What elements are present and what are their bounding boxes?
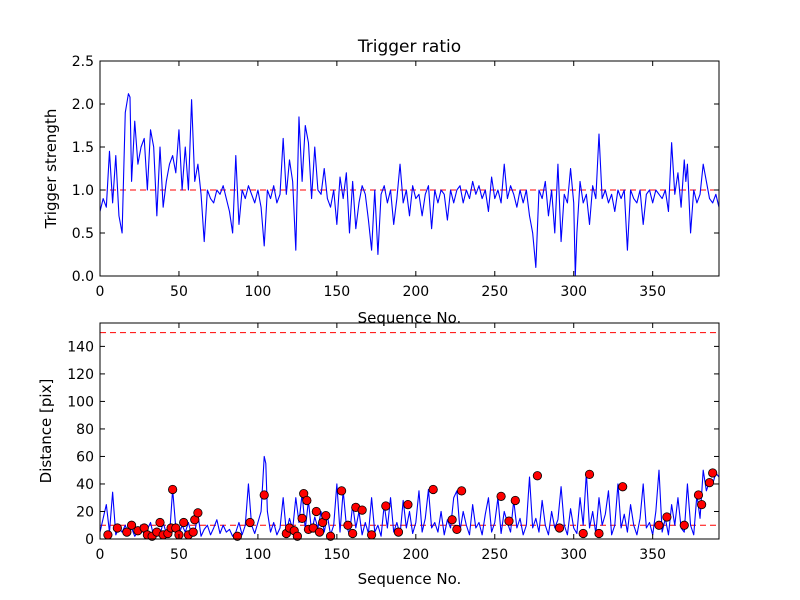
bottom-marker-point (510, 495, 520, 506)
top-x-axis-label: Sequence No. (358, 309, 462, 327)
bottom-marker-point (532, 471, 543, 481)
bottom-x-tick-label: 350 (639, 547, 666, 563)
bottom-marker-point (704, 477, 715, 488)
bottom-marker-point (393, 527, 404, 537)
bottom-marker-point (697, 500, 707, 510)
bottom-y-tick-label: 140 (67, 339, 94, 355)
bottom-marker-point (103, 530, 113, 540)
bottom-marker-point (297, 513, 307, 523)
bottom-marker-point (168, 484, 178, 495)
bottom-series-line-0 (99, 455, 720, 537)
bottom-marker-point (594, 528, 604, 539)
top-y-tick-label: 1.5 (72, 140, 94, 156)
bottom-marker-point (122, 527, 132, 537)
bottom-marker-point (584, 469, 595, 479)
bottom-marker-point (193, 508, 203, 518)
bottom-marker-point (321, 511, 331, 521)
bottom-y-tick-label: 40 (76, 477, 94, 493)
bottom-subplot: Sequence No. Distance [pix] 0 50 100 150 200… (37, 322, 720, 588)
bottom-x-tick-label: 250 (481, 547, 508, 563)
bottom-marker-point (578, 528, 588, 539)
top-y-tick-label: 2.5 (72, 54, 94, 70)
bottom-marker-point (126, 520, 137, 530)
bottom-marker-point (188, 527, 198, 537)
top-x-tick-label: 250 (481, 284, 508, 300)
bottom-x-tick-label: 50 (170, 547, 188, 563)
bottom-y-tick-label: 60 (76, 449, 94, 465)
top-y-tick-label: 2.0 (72, 97, 94, 113)
bottom-marker-point (708, 468, 718, 478)
bottom-marker-point (112, 523, 122, 533)
bottom-marker-point (308, 523, 318, 533)
top-x-tick-label: 0 (96, 284, 105, 300)
top-axes-frame (99, 60, 720, 277)
bottom-marker-point (311, 506, 321, 517)
bottom-y-tick-label: 100 (67, 394, 94, 410)
top-x-tick-label: 100 (245, 284, 272, 300)
bottom-x-tick-label: 150 (323, 547, 350, 563)
bottom-marker-point (679, 520, 689, 530)
bottom-y-tick-label: 20 (76, 504, 94, 520)
bottom-marker-point (554, 523, 565, 533)
bottom-marker-point (452, 524, 462, 534)
bottom-marker-point (693, 490, 704, 500)
bottom-marker-point (367, 530, 377, 540)
top-x-tick-label: 150 (323, 284, 350, 300)
bottom-y-tick-label: 120 (67, 367, 94, 383)
bottom-marker-point (457, 486, 467, 496)
bottom-marker-point (325, 531, 336, 541)
bottom-x-tick-label: 300 (560, 547, 587, 563)
bottom-y-axis-label: Distance [pix] (37, 379, 55, 484)
bottom-x-tick-label: 100 (245, 547, 272, 563)
top-y-axis-label: Trigger strength (42, 109, 60, 230)
bottom-marker-point (245, 517, 255, 528)
bottom-marker-point (662, 512, 672, 522)
bottom-marker-point (232, 531, 242, 541)
top-x-tick-label: 50 (170, 284, 188, 300)
bottom-marker-point (618, 482, 628, 492)
bottom-x-tick-label: 200 (402, 547, 429, 563)
bottom-marker-point (496, 491, 506, 501)
bottom-marker-point (381, 501, 391, 511)
bottom-marker-point (292, 531, 302, 541)
bottom-y-tick-label: 80 (76, 422, 94, 438)
bottom-marker-point (447, 515, 457, 525)
top-y-tick-label: 0.0 (72, 269, 94, 285)
bottom-marker-point (403, 500, 413, 510)
top-series-line-0 (99, 93, 720, 277)
bottom-x-tick-label: 0 (96, 547, 105, 563)
bottom-marker-point (428, 484, 438, 495)
bottom-y-tick-label: 0 (85, 532, 94, 548)
bottom-marker-point (336, 486, 347, 496)
bottom-marker-point (343, 520, 353, 530)
top-x-tick-label: 200 (402, 284, 429, 300)
bottom-marker-point (155, 517, 165, 528)
top-chart-title: Trigger ratio (357, 37, 461, 57)
bottom-marker-point (654, 520, 664, 530)
top-x-tick-label: 350 (639, 284, 666, 300)
top-x-tick-label: 300 (560, 284, 587, 300)
top-y-tick-label: 1.0 (72, 183, 94, 199)
bottom-marker-point (259, 490, 269, 500)
bottom-marker-point (504, 516, 514, 526)
top-subplot: Trigger ratio Sequence No. Trigger stren… (42, 37, 720, 327)
bottom-x-axis-label: Sequence No. (358, 570, 462, 588)
bottom-marker-point (348, 528, 358, 539)
top-y-tick-label: 0.5 (72, 226, 94, 242)
bottom-marker-point (357, 505, 367, 515)
bottom-marker-point (314, 527, 325, 537)
bottom-marker-point (302, 495, 312, 506)
bottom-axes-frame (99, 322, 720, 540)
bottom-marker-point (179, 517, 189, 528)
